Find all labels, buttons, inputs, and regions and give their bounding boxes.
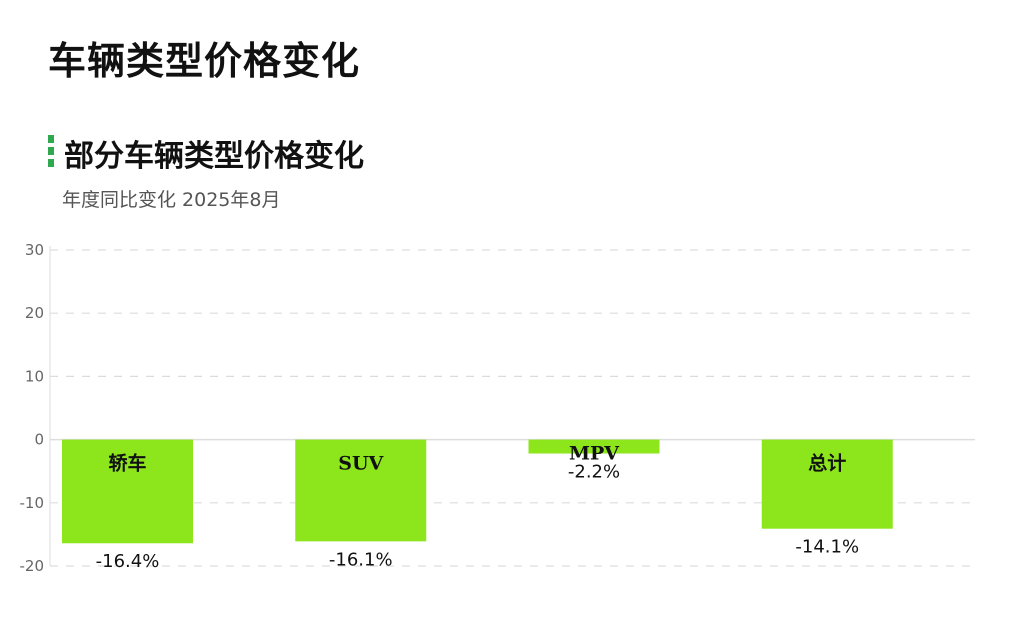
y-tick-label: 30: [25, 241, 44, 259]
chart-title: 部分车辆类型价格变化: [64, 139, 364, 174]
data-label: -2.2%: [568, 462, 620, 483]
data-label: -14.1%: [795, 537, 859, 558]
page-title: 车辆类型价格变化: [48, 38, 361, 83]
y-tick-label: -10: [20, 494, 45, 512]
bar: [761, 439, 893, 529]
y-tick-label: 10: [25, 367, 44, 385]
category-label: 总计: [808, 452, 846, 475]
category-label: SUV: [338, 453, 384, 475]
accent-bar: [48, 135, 54, 171]
y-tick-label: -20: [20, 557, 45, 575]
bar: [62, 439, 193, 544]
chart-subtitle: 年度同比变化 2025年8月: [62, 189, 281, 211]
data-label: -16.4%: [96, 551, 160, 572]
y-tick-label: 20: [25, 304, 44, 322]
bar: [528, 439, 660, 454]
category-label: 轿车: [108, 452, 146, 475]
bar: [295, 439, 427, 542]
data-label: -16.1%: [329, 549, 393, 570]
y-tick-label: 0: [34, 431, 44, 449]
category-label: MPV: [569, 443, 620, 465]
chart-heading: 部分车辆类型价格变化: [48, 131, 364, 175]
